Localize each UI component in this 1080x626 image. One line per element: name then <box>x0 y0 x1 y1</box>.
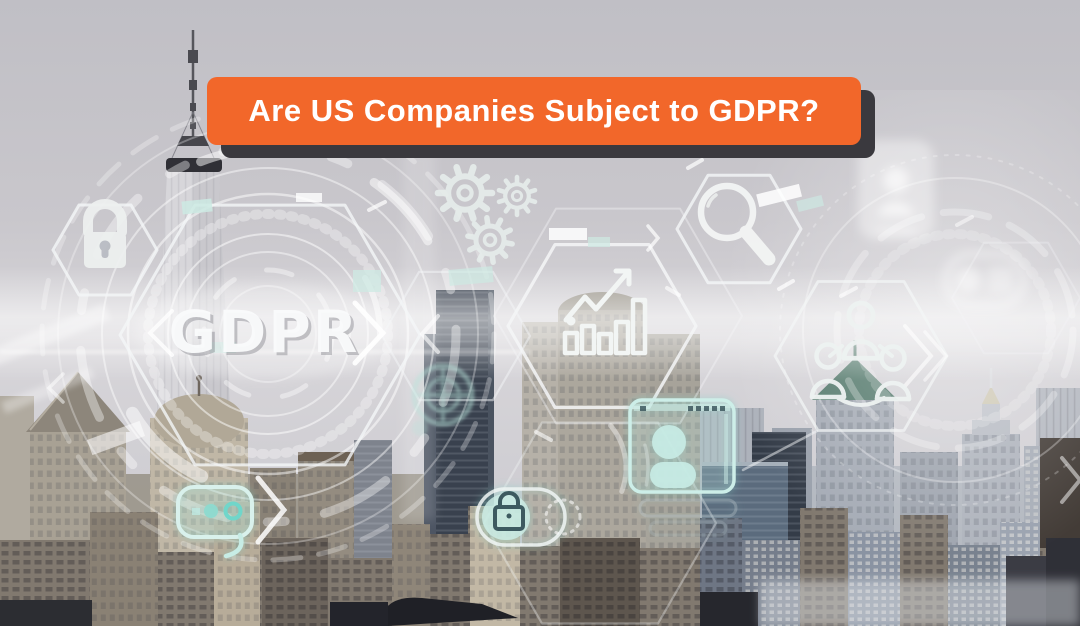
hologram-overlay: GDPR GDPR <box>0 105 1080 625</box>
title-text: Are US Companies Subject to GDPR? <box>248 93 820 128</box>
radar-rings-right <box>779 154 1080 506</box>
globe-icon <box>411 363 475 436</box>
chevron-marks <box>46 158 1080 545</box>
blurred-lock-icon <box>943 251 1027 309</box>
id-card-icon <box>858 140 934 240</box>
magnifying-glass-icon <box>697 182 776 266</box>
chat-bubble-icon <box>176 485 254 559</box>
padlock-icon <box>83 199 127 268</box>
growth-chart-icon <box>562 268 648 356</box>
skyline-foreground <box>0 538 1080 626</box>
gdpr-hologram-label: GDPR <box>169 298 360 366</box>
hexagon-grid <box>51 173 1080 625</box>
secure-lock-pill-icon <box>475 487 582 547</box>
team-icon <box>812 303 909 407</box>
gdpr-glow <box>134 284 394 380</box>
user-device-icon <box>628 398 738 537</box>
gdpr-label-shadow: GDPR <box>172 301 363 369</box>
light-streaks <box>0 303 111 414</box>
title-banner: Are US Companies Subject to GDPR? <box>207 77 861 145</box>
